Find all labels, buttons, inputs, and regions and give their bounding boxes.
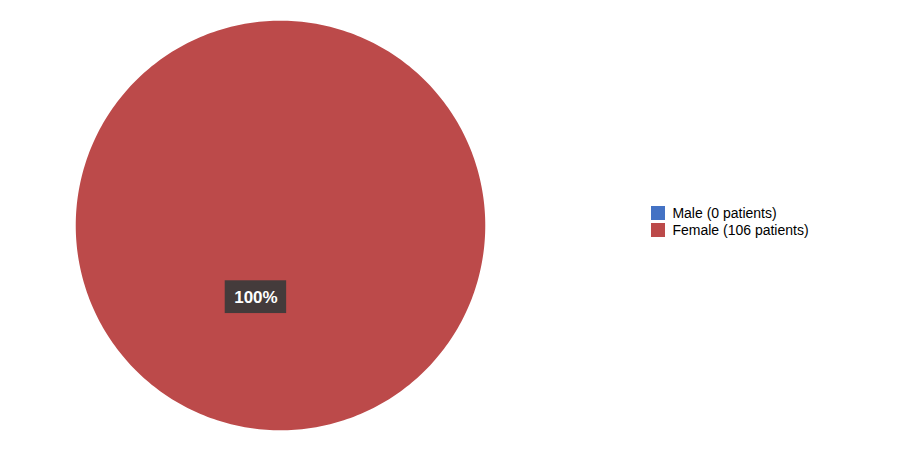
html-text:Male (0 patients): Male (0 patients) bbox=[672, 204, 777, 221]
html-text:Female (106 patients): Female (106 patients) bbox=[672, 221, 809, 238]
svg-text:100%: 100% bbox=[234, 288, 277, 307]
